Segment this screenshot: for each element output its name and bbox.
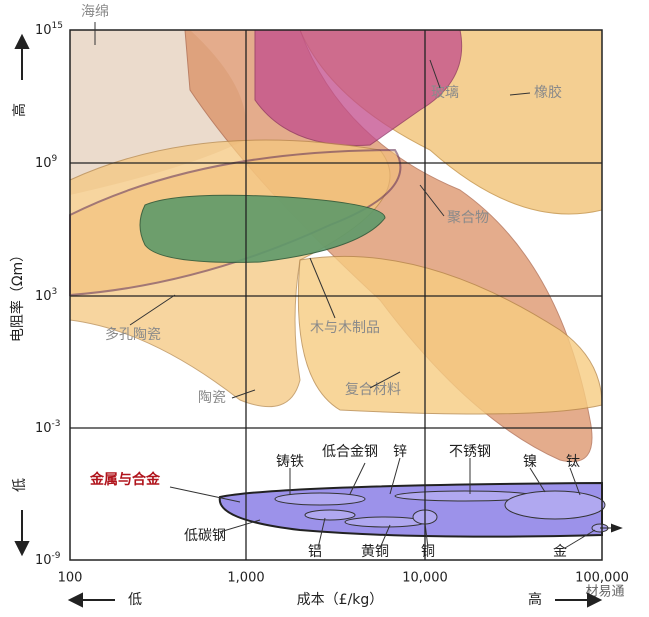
x-tick-label: 1,000 — [227, 571, 264, 586]
arrows — [14, 33, 623, 608]
x-low: 低 — [128, 592, 142, 608]
region-label: 陶瓷 — [198, 390, 226, 406]
metal-sub — [504, 490, 606, 520]
metal-label: 低合金钢 — [322, 444, 378, 460]
x-tick-label: 10,000 — [402, 571, 448, 586]
regions — [69, 29, 609, 538]
x-tick-label: 100 — [58, 571, 83, 586]
metal-sub — [274, 492, 366, 506]
y-tick-label: 103 — [35, 287, 57, 304]
metal-label: 钛 — [566, 454, 580, 470]
tick-base: 10 — [35, 553, 52, 568]
wood-region — [139, 194, 386, 263]
metal-region-label: 金属与合金 — [89, 471, 161, 488]
tick-base: 10 — [35, 421, 52, 436]
metal-label: 铸铁 — [276, 454, 304, 470]
tick-exp: -3 — [52, 419, 61, 429]
region-label: 多孔陶瓷 — [105, 326, 161, 343]
y-tick-label: 1015 — [35, 21, 63, 38]
pointers — [94, 22, 596, 549]
region-label: 木与木制品 — [310, 320, 380, 336]
y-tick-label: 109 — [35, 154, 58, 171]
y-low: 低 — [12, 478, 28, 492]
y-tick-label: 10-3 — [35, 419, 61, 436]
region-label: 聚合物 — [447, 210, 489, 226]
metal-label: 低碳钢 — [184, 528, 226, 544]
plot-frame — [69, 29, 603, 561]
region-label: 复合材料 — [345, 381, 401, 398]
metal-label: 黄铜 — [361, 543, 389, 560]
tick-exp: 3 — [52, 287, 58, 297]
metal-label: 不锈钢 — [449, 444, 491, 460]
grid — [69, 29, 603, 561]
x-axis-label: 成本（£/kg） — [297, 592, 384, 608]
y-axis-label: 电阻率（Ωm） — [9, 248, 26, 342]
tick-exp: 9 — [52, 154, 58, 164]
metal-label: 镍 — [523, 454, 537, 470]
tick-base: 10 — [35, 289, 52, 304]
tick-exp: -9 — [52, 551, 61, 561]
watermark: 材易通 — [585, 585, 624, 600]
metal-sub — [304, 509, 356, 521]
region-label: 海绵 — [81, 3, 109, 20]
metal-label: 铝 — [308, 544, 322, 560]
y-high: 高 — [11, 103, 28, 117]
tick-exp: 15 — [52, 21, 63, 31]
metal-label: 金 — [553, 544, 567, 560]
x-high: 高 — [528, 591, 542, 608]
region-label: 玻璃 — [431, 84, 459, 101]
tick-base: 10 — [35, 23, 52, 38]
y-tick-label: 10-9 — [35, 551, 61, 568]
x-tick-label: 100,000 — [575, 571, 629, 586]
metal-label: 锌 — [393, 444, 407, 460]
glass-region — [254, 29, 463, 146]
region-label: 橡胶 — [534, 84, 562, 101]
metal-label: 铜 — [421, 544, 435, 560]
tick-base: 10 — [35, 156, 52, 171]
